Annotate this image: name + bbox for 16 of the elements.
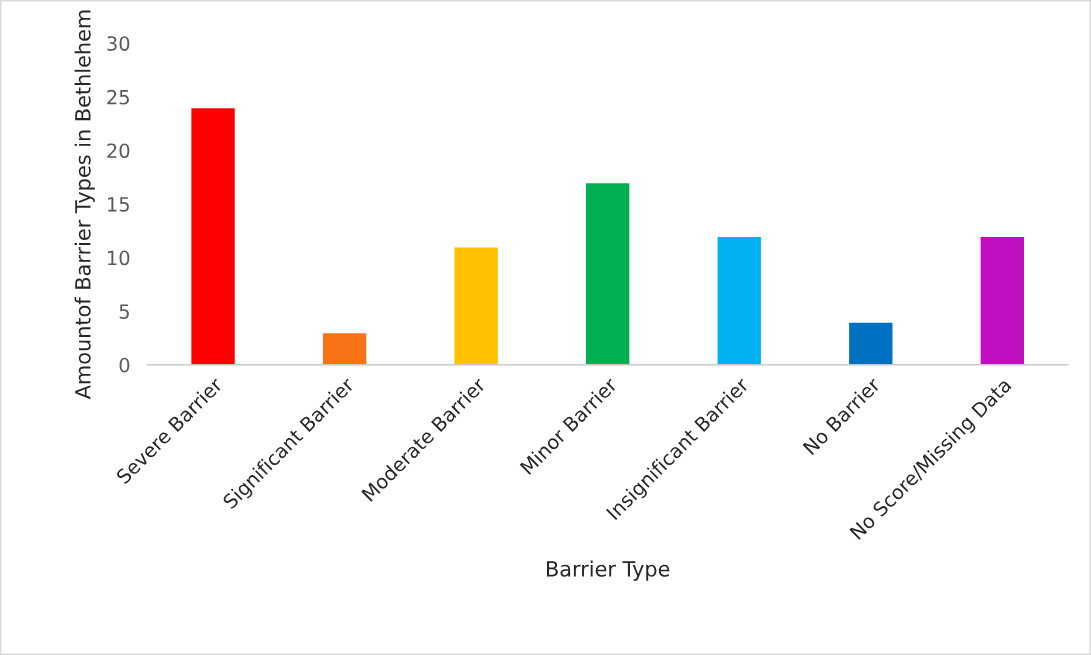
y-tick-label: 5 <box>119 304 129 319</box>
bar <box>189 106 237 365</box>
y-tick-label: 15 <box>108 197 129 212</box>
y-tick-label: 10 <box>108 250 130 266</box>
bar <box>321 331 368 365</box>
bar <box>716 235 763 365</box>
y-tick-label: 20 <box>107 143 130 159</box>
y-axis-title: Amountof Barrier Types in Bethlehem <box>74 10 95 400</box>
y-tick-label: 0 <box>119 357 130 373</box>
bar <box>847 321 894 365</box>
bar <box>979 235 1026 365</box>
y-tick-label: 25 <box>107 89 129 105</box>
bar <box>584 181 631 365</box>
bar <box>453 246 500 365</box>
x-axis-title: Barrier Type <box>547 560 670 581</box>
y-tick-label: 30 <box>107 36 130 51</box>
